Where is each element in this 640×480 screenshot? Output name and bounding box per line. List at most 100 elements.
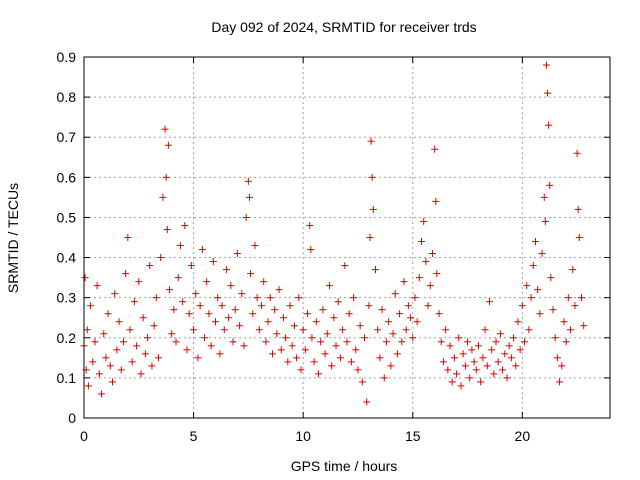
data-point [95,370,103,378]
data-point [104,310,112,318]
data-point [580,322,588,330]
data-point [420,217,428,225]
data-point [531,238,539,246]
data-point [293,354,301,362]
data-point [165,286,173,294]
data-point [130,298,138,306]
data-point [315,370,323,378]
data-point [512,362,520,370]
data-point [87,302,95,310]
data-point [369,205,377,213]
data-point [81,274,89,282]
x-tick-label: 10 [295,428,311,444]
data-point [196,302,204,310]
data-point [433,270,441,278]
data-point [214,294,222,302]
data-point [516,346,524,354]
data-point [310,358,318,366]
data-point [185,310,193,318]
data-point [380,374,388,382]
data-point [578,294,586,302]
data-point [466,374,474,382]
data-point [345,310,353,318]
data-point [538,250,546,258]
data-point [361,334,369,342]
data-point [227,282,235,290]
data-point [503,374,511,382]
data-point [334,298,342,306]
data-point [428,250,436,258]
data-point [220,326,228,334]
data-point [308,334,316,342]
data-point [575,234,583,241]
data-point [453,370,461,378]
data-point [229,338,237,346]
data-point [523,282,531,290]
data-point [404,302,412,310]
data-point [209,258,217,266]
data-point [323,330,331,338]
data-point [407,314,415,322]
data-point [264,318,272,326]
data-point [328,362,336,370]
data-point [411,294,419,302]
data-point [409,334,417,342]
data-point [144,334,152,342]
data-point [556,378,564,386]
data-point [553,354,561,362]
y-tick-label: 0.8 [57,89,77,105]
data-point [163,225,171,233]
data-point [330,314,338,322]
y-tick-label: 0.1 [57,370,77,386]
data-point [569,266,577,274]
data-point [102,354,110,362]
data-point [494,358,502,366]
data-point [490,370,498,378]
data-point [525,326,533,334]
data-point [304,310,312,318]
data-point [244,177,252,185]
data-point [332,342,340,350]
data-point [203,278,211,286]
data-point [84,382,92,390]
data-point [389,330,397,338]
data-point [510,334,518,342]
data-point [343,338,351,346]
data-point [542,61,550,69]
data-point [455,334,463,342]
data-point [286,302,294,310]
data-points [80,61,588,406]
data-point [472,366,480,374]
data-point [481,326,489,334]
data-point [251,242,259,250]
data-point [571,302,579,310]
data-point [282,334,290,342]
data-point [544,89,552,97]
data-point [485,298,493,306]
data-point [201,334,209,342]
data-point [354,366,362,374]
y-tick-label: 0.5 [57,209,77,225]
y-tick-label: 0.9 [57,49,77,65]
data-point [275,286,283,294]
data-point [368,173,376,181]
data-point [501,350,509,358]
data-point [98,390,106,398]
data-point [176,242,184,250]
data-point [231,306,239,314]
data-point [245,193,253,201]
data-point [450,354,458,362]
data-point [198,246,206,254]
data-point [260,278,268,286]
data-point [422,258,430,266]
data-point [432,197,440,205]
data-point [488,346,496,354]
data-point [518,302,526,310]
data-point [115,318,123,326]
y-axis-label: SRMTID / TECUs [5,183,21,293]
data-point [148,362,156,370]
data-point [271,306,279,314]
data-point [567,326,575,334]
data-point [413,318,421,326]
